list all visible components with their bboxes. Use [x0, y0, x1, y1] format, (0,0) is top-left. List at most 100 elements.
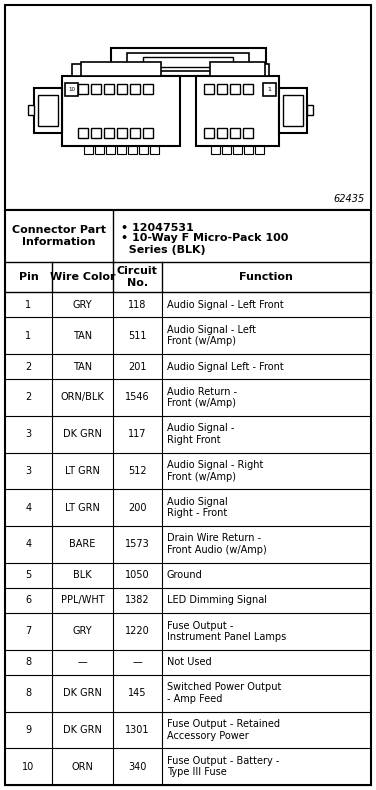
- Text: 2: 2: [25, 393, 32, 402]
- Text: LT GRN: LT GRN: [65, 502, 100, 513]
- Bar: [217, 128, 227, 138]
- Bar: [83, 146, 92, 154]
- Bar: [255, 146, 264, 154]
- Text: 201: 201: [128, 362, 147, 371]
- Bar: [130, 84, 140, 94]
- Text: 3: 3: [25, 429, 32, 439]
- Text: PPL/WHT: PPL/WHT: [61, 596, 104, 605]
- Bar: [222, 146, 231, 154]
- Text: 1: 1: [25, 330, 32, 340]
- Bar: [210, 62, 265, 76]
- Bar: [204, 128, 214, 138]
- Text: LED Dimming Signal: LED Dimming Signal: [167, 596, 267, 605]
- Bar: [5, 5, 371, 210]
- Text: Audio Signal
Right - Front: Audio Signal Right - Front: [167, 497, 227, 518]
- Text: LT GRN: LT GRN: [65, 466, 100, 476]
- Bar: [5, 210, 371, 785]
- Text: 5: 5: [25, 570, 32, 580]
- Text: Wire Color: Wire Color: [50, 272, 115, 282]
- Bar: [196, 76, 279, 146]
- Bar: [111, 48, 265, 76]
- Text: 10: 10: [68, 87, 75, 92]
- Text: Audio Return -
Front (w/Amp): Audio Return - Front (w/Amp): [167, 386, 237, 408]
- Text: Fuse Output - Retained
Accessory Power: Fuse Output - Retained Accessory Power: [167, 719, 280, 741]
- Bar: [127, 146, 136, 154]
- Text: Circuit
No.: Circuit No.: [117, 266, 158, 288]
- Text: Ground: Ground: [167, 570, 202, 580]
- Bar: [143, 84, 153, 94]
- Text: 340: 340: [128, 762, 147, 772]
- Text: 117: 117: [128, 429, 147, 439]
- Text: Audio Signal - Right
Front (w/Amp): Audio Signal - Right Front (w/Amp): [167, 460, 263, 482]
- Text: 1573: 1573: [125, 540, 150, 549]
- Bar: [251, 64, 269, 76]
- Text: 118: 118: [128, 299, 147, 310]
- Text: Connector Part
Information: Connector Part Information: [12, 225, 106, 246]
- Text: 512: 512: [128, 466, 147, 476]
- Text: Audio Signal -
Right Front: Audio Signal - Right Front: [167, 423, 234, 445]
- Text: 1546: 1546: [125, 393, 150, 402]
- Text: GRY: GRY: [73, 299, 92, 310]
- Bar: [263, 83, 276, 96]
- Bar: [230, 84, 240, 94]
- Text: TAN: TAN: [73, 330, 92, 340]
- Text: Pin: Pin: [18, 272, 38, 282]
- Bar: [143, 128, 153, 138]
- Bar: [230, 128, 240, 138]
- Text: 511: 511: [128, 330, 147, 340]
- Text: 6: 6: [25, 596, 32, 605]
- Text: 1301: 1301: [125, 725, 150, 735]
- Bar: [127, 53, 249, 71]
- Bar: [243, 84, 253, 94]
- Bar: [34, 88, 62, 133]
- Bar: [307, 105, 313, 115]
- Text: 62435: 62435: [334, 194, 365, 204]
- Text: DK GRN: DK GRN: [63, 725, 102, 735]
- Text: 10: 10: [22, 762, 35, 772]
- Bar: [106, 146, 115, 154]
- Text: Fuse Output - Battery -
Type III Fuse: Fuse Output - Battery - Type III Fuse: [167, 756, 279, 777]
- Text: 1220: 1220: [125, 626, 150, 637]
- Text: 1382: 1382: [125, 596, 150, 605]
- Bar: [143, 57, 233, 67]
- Text: Function: Function: [240, 272, 293, 282]
- Text: ORN: ORN: [71, 762, 93, 772]
- Text: 1: 1: [25, 299, 32, 310]
- Bar: [94, 146, 103, 154]
- Text: BARE: BARE: [69, 540, 96, 549]
- Text: GRY: GRY: [73, 626, 92, 637]
- Text: Switched Power Output
- Amp Feed: Switched Power Output - Amp Feed: [167, 683, 281, 704]
- Text: 4: 4: [25, 540, 32, 549]
- Text: Audio Signal - Left
Front (w/Amp): Audio Signal - Left Front (w/Amp): [167, 325, 256, 346]
- Bar: [130, 128, 140, 138]
- Text: 8: 8: [25, 657, 32, 668]
- Text: 3: 3: [25, 466, 32, 476]
- Bar: [65, 83, 78, 96]
- Text: 1050: 1050: [125, 570, 150, 580]
- Text: • 12047531: • 12047531: [121, 223, 194, 233]
- Text: 145: 145: [128, 688, 147, 698]
- Text: DK GRN: DK GRN: [63, 429, 102, 439]
- Bar: [81, 62, 161, 76]
- Bar: [243, 128, 253, 138]
- Text: —: —: [77, 657, 87, 668]
- Bar: [104, 84, 114, 94]
- Text: 4: 4: [25, 502, 32, 513]
- Text: 7: 7: [25, 626, 32, 637]
- Text: 8: 8: [25, 688, 32, 698]
- Text: Not Used: Not Used: [167, 657, 211, 668]
- Bar: [38, 95, 58, 126]
- Bar: [283, 95, 303, 126]
- Text: • 10-Way F Micro-Pack 100
  Series (BLK): • 10-Way F Micro-Pack 100 Series (BLK): [121, 233, 288, 255]
- Text: DK GRN: DK GRN: [63, 688, 102, 698]
- Text: 1: 1: [268, 87, 271, 92]
- Bar: [72, 64, 90, 76]
- Text: Drain Wire Return -
Front Audio (w/Amp): Drain Wire Return - Front Audio (w/Amp): [167, 533, 267, 555]
- Text: Audio Signal - Left Front: Audio Signal - Left Front: [167, 299, 284, 310]
- Text: BLK: BLK: [73, 570, 92, 580]
- Bar: [138, 146, 147, 154]
- Bar: [233, 146, 242, 154]
- Bar: [211, 146, 220, 154]
- Text: Audio Signal Left - Front: Audio Signal Left - Front: [167, 362, 284, 371]
- Bar: [204, 84, 214, 94]
